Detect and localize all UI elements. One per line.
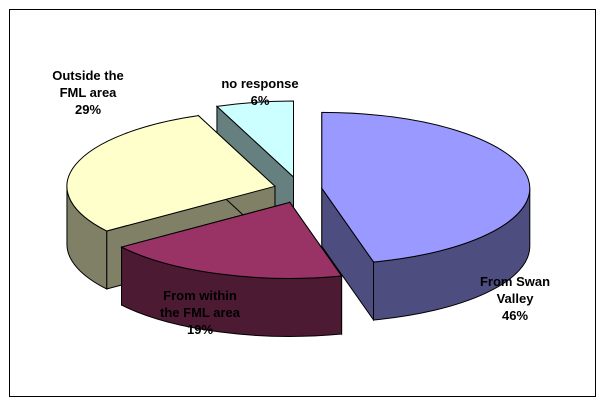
slice-from-swan-valley xyxy=(321,111,531,263)
slice-label-outside-the-fml-area: Outside the FML area 29% xyxy=(52,68,124,117)
slice-tops xyxy=(66,100,531,279)
chart-frame: From Swan Valley 46% From within the FML are… xyxy=(9,9,596,397)
slice-label-from-swan-valley: From Swan Valley 46% xyxy=(480,274,550,323)
slice-label-from-within-the-fml-area: From within the FML area 19% xyxy=(160,288,241,337)
slice-label-no-response: no response 6% xyxy=(221,76,298,108)
pie-chart: From Swan Valley 46% From within the FML are… xyxy=(52,68,550,337)
slice-labels: From Swan Valley 46% From within the FML are… xyxy=(52,68,550,337)
slice-outside-the-fml-area xyxy=(66,115,276,232)
slice-no-response xyxy=(215,100,295,179)
slice-from-within-the-fml-area xyxy=(120,201,343,279)
